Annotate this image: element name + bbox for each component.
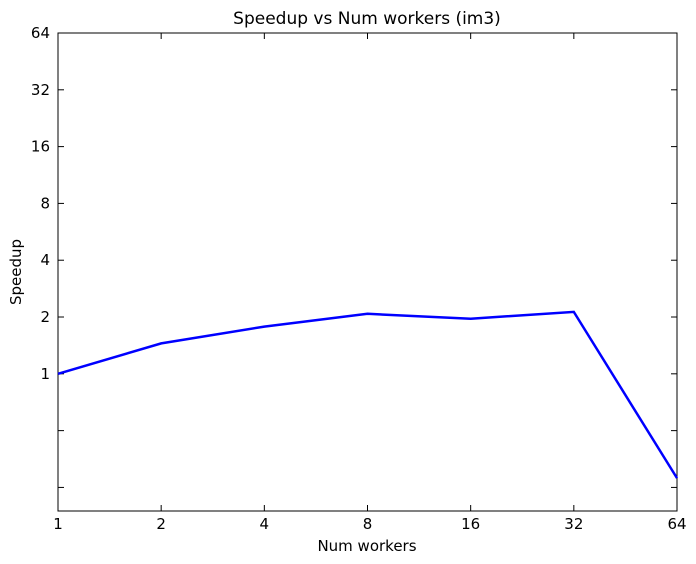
x-tick-label: 8 — [363, 515, 373, 533]
y-tick-label: 32 — [31, 81, 50, 99]
x-tick-label: 32 — [564, 515, 583, 533]
x-axis-label: Num workers — [317, 537, 416, 555]
x-tick-label: 16 — [461, 515, 480, 533]
y-tick-label: 1 — [40, 365, 50, 383]
plot-area: 1 2 4 8 16 32 64 1 2 4 8 16 32 64 — [31, 24, 687, 533]
series-line — [57, 310, 679, 479]
y-tick-label: 2 — [40, 308, 50, 326]
y-tick-label: 8 — [40, 194, 50, 212]
plot-frame — [57, 32, 678, 512]
x-tick-label: 64 — [667, 515, 686, 533]
y-tick-label: 16 — [31, 138, 50, 156]
x-tick-label: 1 — [53, 515, 63, 533]
y-axis-label: Speedup — [7, 239, 25, 305]
y-tick-label: 64 — [31, 24, 50, 42]
x-tick-label: 2 — [156, 515, 166, 533]
chart-title: Speedup vs Num workers (im3) — [233, 9, 501, 29]
x-tick-label: 4 — [260, 515, 270, 533]
y-tick-label: 4 — [40, 251, 50, 269]
